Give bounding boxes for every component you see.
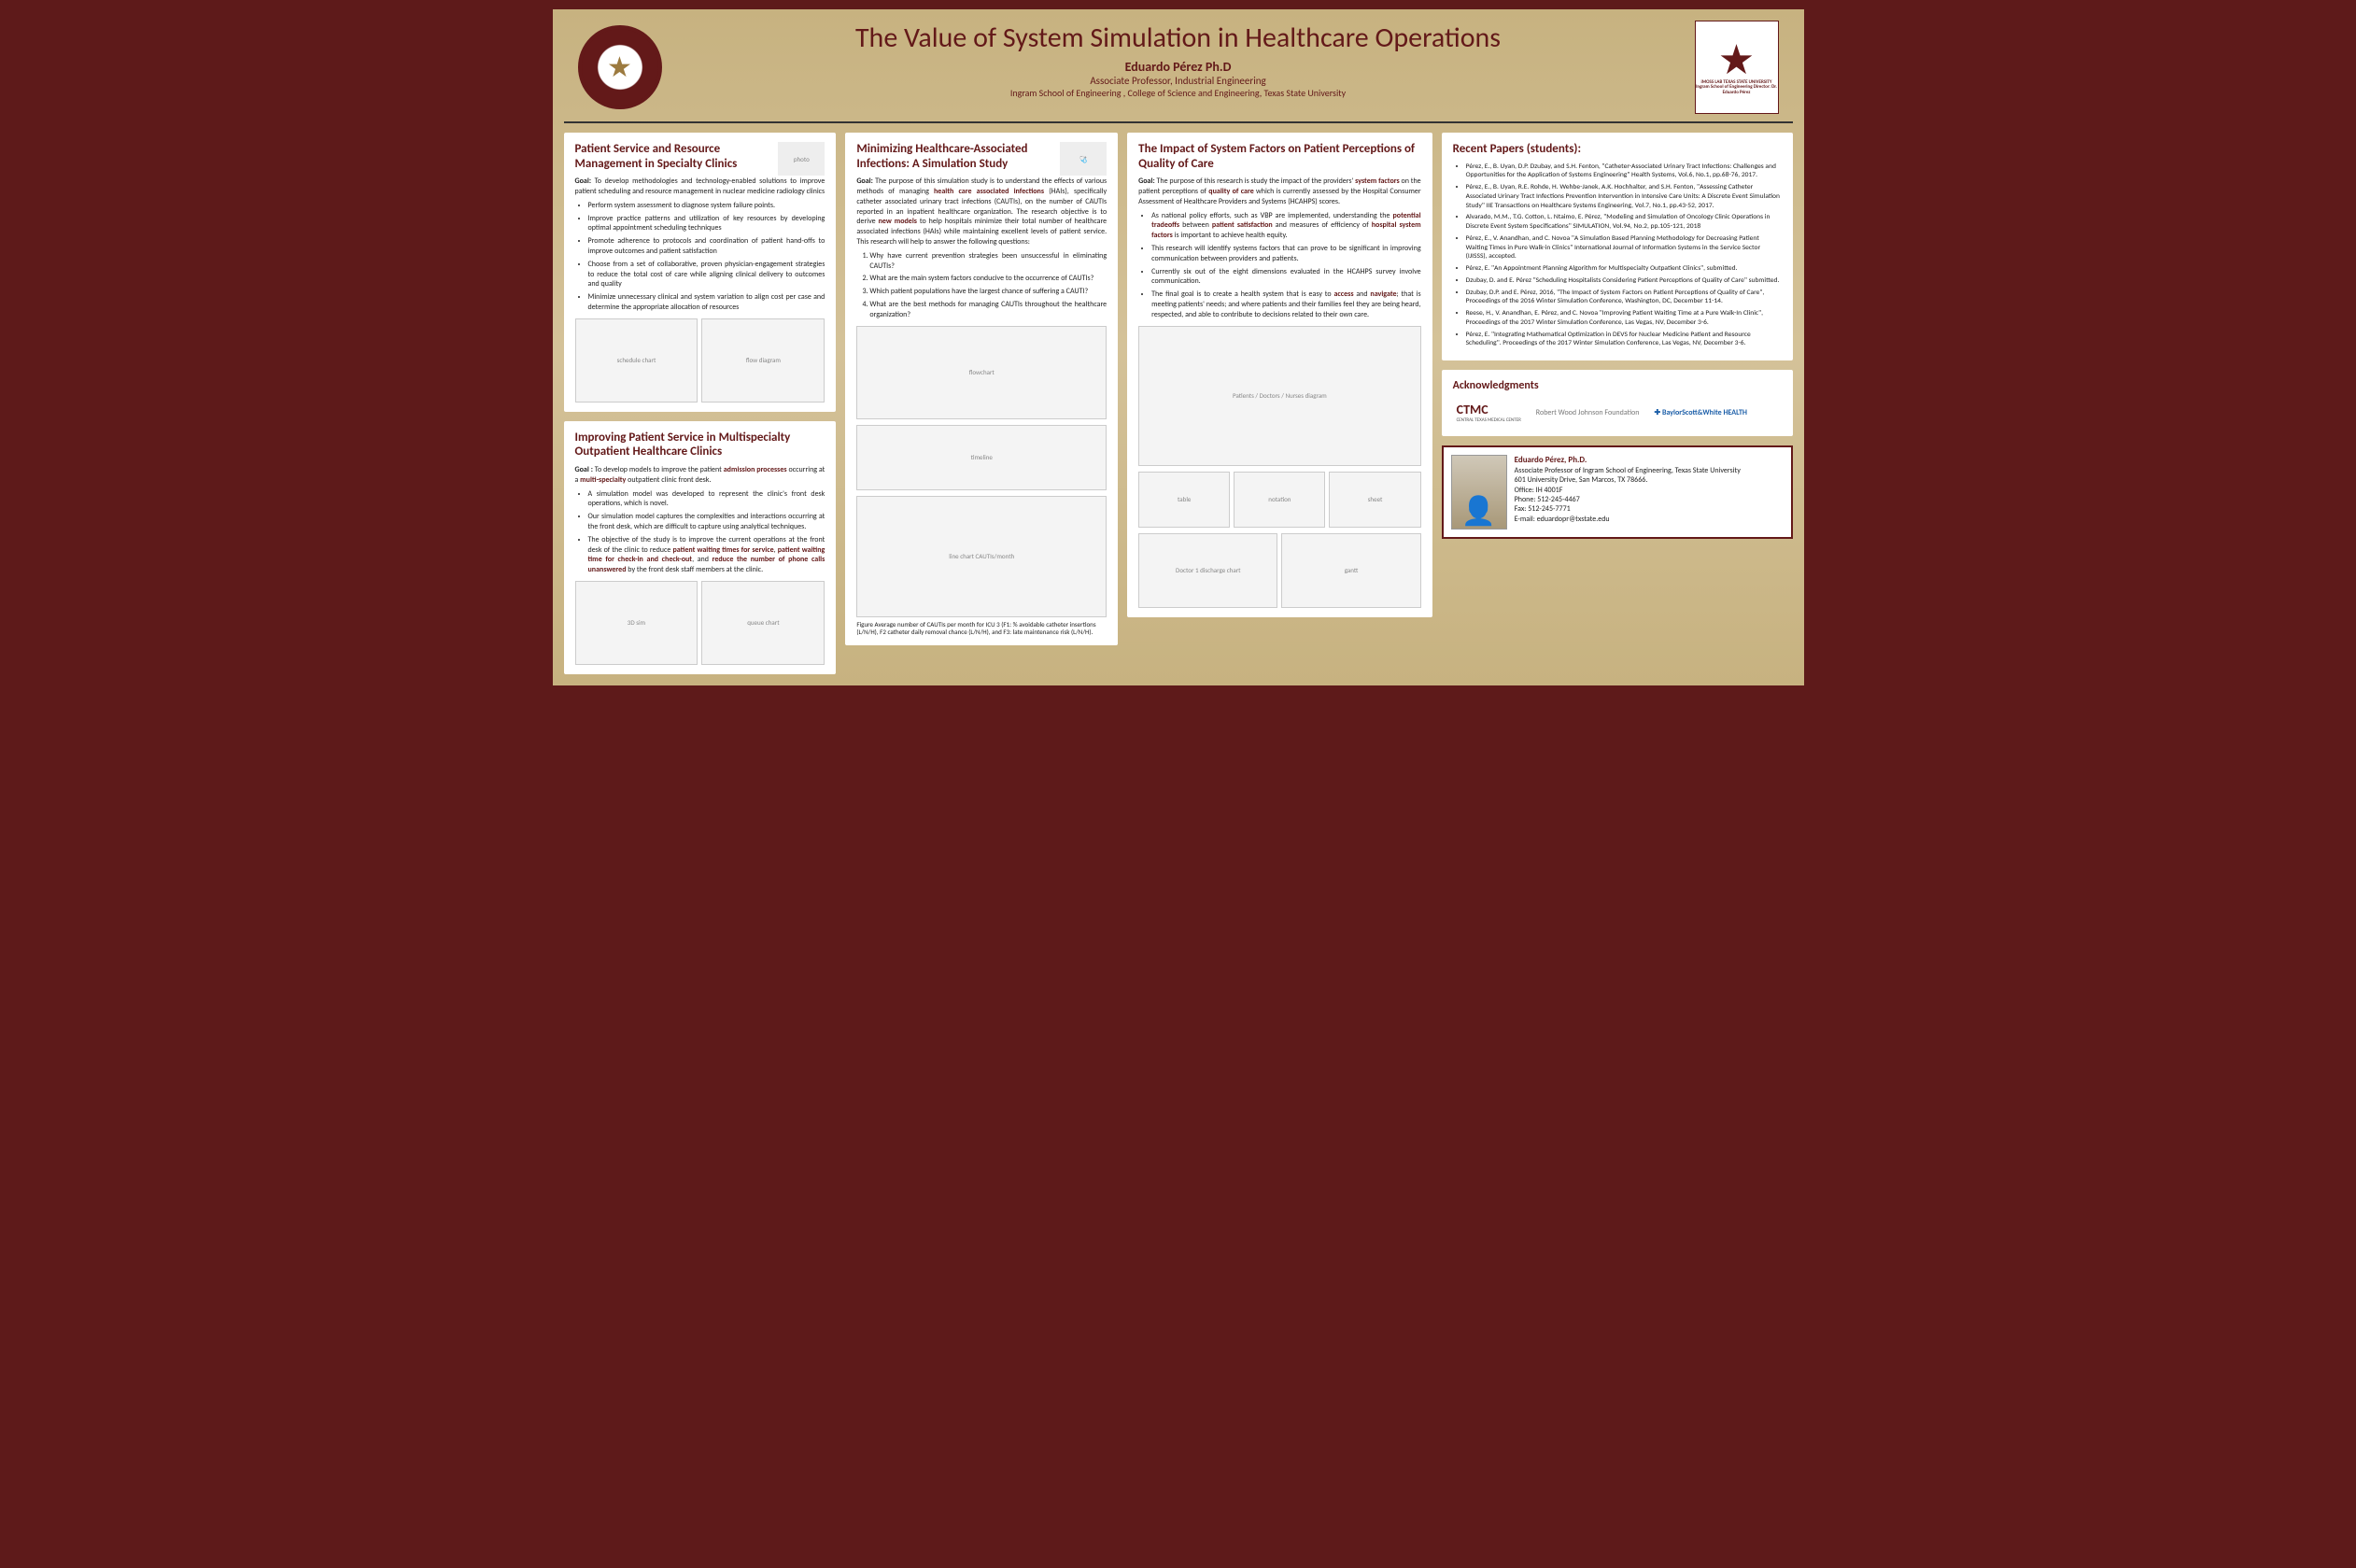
paper-item: Pérez, E., V. Anandhan, and C. Novoa "A …	[1466, 234, 1782, 261]
bullet: This research will identify systems fact…	[1151, 244, 1420, 264]
contact-line: Phone: 512-245-4467	[1515, 495, 1741, 504]
section-bullets: Perform system assessment to diagnose sy…	[575, 201, 825, 313]
paper-item: Pérez, E., B. Uyan, D.P. Dzubay, and S.H…	[1466, 162, 1782, 181]
header-text: The Value of System Simulation in Health…	[667, 21, 1690, 99]
ctmc-logo: CTMC CENTRAL TEXAS MEDICAL CENTER	[1453, 398, 1525, 427]
question: Which patient populations have the large…	[869, 287, 1107, 297]
paper-item: Dzubay, D. and E. Pérez "Scheduling Hosp…	[1466, 276, 1782, 286]
rwjf-logo: Robert Wood Johnson Foundation	[1532, 404, 1644, 421]
poster: ★ The Value of System Simulation in Heal…	[553, 9, 1804, 685]
author-name: Eduardo Pérez Ph.D	[667, 59, 1690, 75]
bullet: Promote adherence to protocols and coord…	[588, 236, 825, 257]
bullet: Our simulation model captures the comple…	[588, 512, 825, 532]
contact-line: 601 University Drive, San Marcos, TX 786…	[1515, 475, 1741, 485]
timeline-chart: timeline	[856, 425, 1107, 490]
ack-logo-row: CTMC CENTRAL TEXAS MEDICAL CENTER Robert…	[1453, 398, 1782, 427]
section-goal: Goal: The purpose of this research is st…	[1138, 177, 1420, 206]
bullet: A simulation model was developed to repr…	[588, 489, 825, 510]
catheter-icon: 🩺	[1060, 142, 1107, 176]
paper-list: Pérez, E., B. Uyan, D.P. Dzubay, and S.H…	[1453, 162, 1782, 349]
author-role: Associate Professor, Industrial Engineer…	[667, 75, 1690, 87]
section-title: Recent Papers (students):	[1453, 142, 1782, 157]
baylor-scott-white-logo: ✚ BaylorScott&White HEALTH	[1650, 404, 1751, 421]
notation-figure: notation	[1234, 472, 1325, 528]
poster-title: The Value of System Simulation in Health…	[667, 21, 1690, 55]
column-2: 🩺 Minimizing Healthcare-Associated Infec…	[845, 133, 1118, 674]
contact-card: 👤 Eduardo Pérez, Ph.D. Associate Profess…	[1442, 445, 1793, 539]
section-goal: Goal: The purpose of this simulation stu…	[856, 177, 1107, 247]
research-questions: Why have current prevention strategies b…	[856, 251, 1107, 320]
bullet: Minimize unnecessary clinical and system…	[588, 292, 825, 313]
question: What are the best methods for managing C…	[869, 300, 1107, 320]
question: What are the main system factors conduci…	[869, 274, 1107, 284]
bullet: Currently six out of the eight dimension…	[1151, 267, 1420, 288]
schedule-gantt-figure: gantt	[1281, 533, 1420, 608]
section-bullets: A simulation model was developed to repr…	[575, 489, 825, 575]
contact-line: E-mail: eduardopr@txstate.edu	[1515, 515, 1741, 524]
bullet: As national policy efforts, such as VBP …	[1151, 211, 1420, 241]
contact-name: Eduardo Pérez, Ph.D.	[1515, 455, 1741, 466]
texas-state-seal-logo: ★	[573, 21, 667, 114]
author-affiliation: Ingram School of Engineering , College o…	[667, 87, 1690, 99]
gantt-chart-figure: schedule chart	[575, 318, 698, 403]
bullet: Perform system assessment to diagnose sy…	[588, 201, 825, 211]
simulation-screenshot-figure: 3D sim	[575, 581, 698, 665]
data-table-figure: table	[1138, 472, 1230, 528]
discharge-time-chart: Doctor 1 discharge chart	[1138, 533, 1277, 608]
paper-item: Pérez, E. "An Appointment Planning Algor…	[1466, 264, 1782, 274]
paper-item: Dzubay, D.P. and E. Pérez, 2016, "The Im…	[1466, 289, 1782, 307]
content-columns: photo Patient Service and Resource Manag…	[564, 133, 1793, 674]
column-3: The Impact of System Factors on Patient …	[1127, 133, 1432, 674]
section-system-factors: The Impact of System Factors on Patient …	[1127, 133, 1432, 617]
queue-chart-figure: queue chart	[701, 581, 825, 665]
paper-item: Alvarado, M.M., T.G. Cotton, L. Ntaimo, …	[1466, 213, 1782, 232]
clinic-photo-icon: photo	[778, 142, 825, 176]
patient-flow-diagram: flowchart	[856, 326, 1107, 419]
section-title: Acknowledgments	[1453, 379, 1782, 392]
quality-of-care-diagram: Patients / Doctors / Nurses diagram	[1138, 326, 1420, 466]
section-goal: Goal: To develop methodologies and techn…	[575, 177, 825, 197]
star-icon: ★	[1718, 39, 1755, 80]
section-bullets: As national policy efforts, such as VBP …	[1138, 211, 1420, 320]
lab-label: iMOSS LAB TEXAS STATE UNIVERSITY Ingram …	[1696, 80, 1778, 96]
section-patient-service-specialty: photo Patient Service and Resource Manag…	[564, 133, 837, 412]
section-title: The Impact of System Factors on Patient …	[1138, 142, 1420, 171]
bullet: The final goal is to create a health sys…	[1151, 290, 1420, 319]
section-multispecialty: Improving Patient Service in Multispecia…	[564, 421, 837, 674]
question: Why have current prevention strategies b…	[869, 251, 1107, 272]
contact-details: Eduardo Pérez, Ph.D. Associate Professor…	[1515, 455, 1741, 530]
contact-line: Office: IH 4001F	[1515, 486, 1741, 495]
contact-line: Fax: 512-245-7771	[1515, 504, 1741, 514]
spreadsheet-figure: sheet	[1329, 472, 1420, 528]
contact-line: Associate Professor of Ingram School of …	[1515, 466, 1741, 475]
section-hai-simulation: 🩺 Minimizing Healthcare-Associated Infec…	[845, 133, 1118, 645]
paper-item: Pérez, E. "Integrating Mathematical Opti…	[1466, 331, 1782, 349]
bullet: The objective of the study is to improve…	[588, 535, 825, 575]
section-goal: Goal : To develop models to improve the …	[575, 465, 825, 486]
column-4: Recent Papers (students): Pérez, E., B. …	[1442, 133, 1793, 674]
header: ★ The Value of System Simulation in Heal…	[564, 21, 1793, 123]
column-1: photo Patient Service and Resource Manag…	[564, 133, 837, 674]
flowchart-figure: flow diagram	[701, 318, 825, 403]
bullet: Improve practice patterns and utilizatio…	[588, 214, 825, 234]
cauti-line-chart: line chart CAUTIs/month	[856, 496, 1107, 617]
paper-item: Reese, H., V. Anandhan, E. Pérez, and C.…	[1466, 309, 1782, 328]
figure-caption: Figure Average number of CAUTIs per mont…	[856, 621, 1107, 637]
section-acknowledgments: Acknowledgments CTMC CENTRAL TEXAS MEDIC…	[1442, 370, 1793, 436]
author-headshot: 👤	[1451, 455, 1507, 530]
paper-item: Pérez, E., B. Uyan, R.E. Rohde, H. Wehbe…	[1466, 183, 1782, 210]
bullet: Choose from a set of collaborative, prov…	[588, 260, 825, 290]
section-title: Improving Patient Service in Multispecia…	[575, 431, 825, 459]
section-recent-papers: Recent Papers (students): Pérez, E., B. …	[1442, 133, 1793, 360]
imoss-lab-logo: ★ iMOSS LAB TEXAS STATE UNIVERSITY Ingra…	[1690, 21, 1784, 114]
